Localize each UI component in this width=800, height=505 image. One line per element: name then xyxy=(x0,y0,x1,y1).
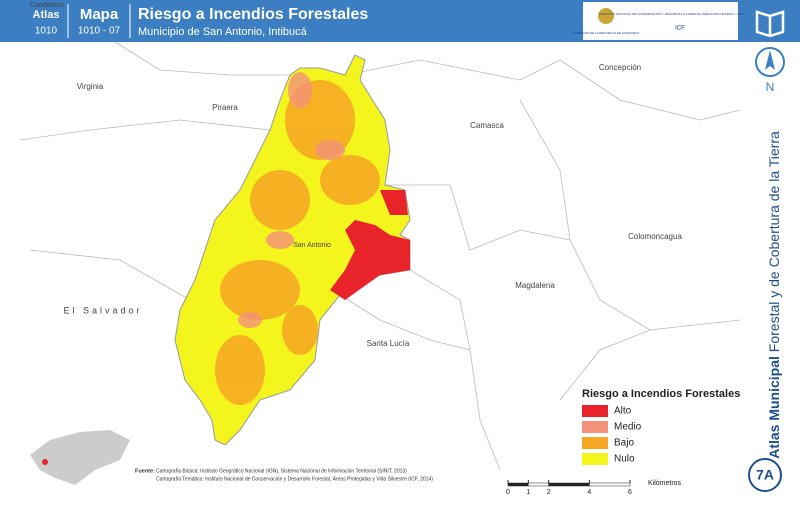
scale-segment xyxy=(507,482,529,487)
map-label: Mapa xyxy=(80,6,119,23)
scale-segment xyxy=(528,482,549,487)
map-title: Riesgo a Incendios Forestales xyxy=(138,6,368,23)
boundaries xyxy=(19,41,741,471)
page-number: 7A xyxy=(756,467,774,483)
source-line: Cartografía Básica: Instituto Geográfico… xyxy=(156,468,407,474)
inset-location xyxy=(42,459,48,465)
risk-alto-areas xyxy=(330,190,410,300)
source-line: Cartografía Temática: Instituto Nacional… xyxy=(156,475,433,482)
place-label: Camasca xyxy=(470,121,504,130)
map-subtitle: Municipio de San Antonio, Intibucá xyxy=(138,26,308,38)
north-label: N xyxy=(766,80,775,94)
legend-label: Medio xyxy=(614,422,642,433)
atlas-label: Atlas xyxy=(33,9,60,21)
legend: Riesgo a Incendios Forestales Alto Medio B… xyxy=(582,388,740,465)
risk-medio-areas xyxy=(238,72,345,328)
place-label: Concepción xyxy=(599,63,641,72)
legend-swatch xyxy=(582,405,608,417)
place-label: Virginia xyxy=(77,82,104,91)
north-arrow xyxy=(765,50,775,70)
page-circle xyxy=(748,458,782,492)
source-label: Fuente: xyxy=(135,468,155,474)
scale-unit: Kilómetros xyxy=(648,480,682,487)
scale-bar: 0 1 2 4 6 Kilómetros xyxy=(506,480,682,496)
scale-segment xyxy=(548,482,590,487)
legend-swatch xyxy=(582,437,608,449)
place-label: Piraera xyxy=(212,103,238,112)
map-code: 1010 - 07 xyxy=(78,26,121,37)
legend-swatch xyxy=(582,421,608,433)
side-title: Atlas Municipal Forestal y de Cobertura … xyxy=(766,131,782,459)
place-label: Magdalena xyxy=(515,281,555,290)
logo-emblem xyxy=(598,8,614,24)
legend-title: Riesgo a Incendios Forestales xyxy=(582,388,740,400)
inset-map xyxy=(30,430,130,485)
place-label: San Antonio xyxy=(293,242,331,249)
legend-label: Nulo xyxy=(614,454,635,465)
logo-left: GOBIERNO DE LA REPÚBLICA DE HONDURAS xyxy=(573,30,639,35)
place-label: Colomoncagua xyxy=(628,232,682,241)
scale-label: 1 xyxy=(526,489,530,496)
place-labels: Candelaria Virginia Piraera Concepción Camas… xyxy=(30,2,682,348)
side-title-bold: Atlas Municipal xyxy=(766,356,782,459)
side-title-rest: Forestal y de Cobertura de la Tierra xyxy=(766,131,782,352)
legend-label: Bajo xyxy=(614,438,634,449)
legend-swatch xyxy=(582,453,608,465)
place-label: Candelaria xyxy=(30,2,64,9)
book-icon xyxy=(755,10,785,38)
legend-label: Alto xyxy=(614,406,632,417)
scale-label: 4 xyxy=(587,489,591,496)
place-label: Santa Lucía xyxy=(367,339,410,348)
risk-bajo-areas xyxy=(215,80,380,405)
scale-label: 2 xyxy=(547,489,551,496)
north-circle xyxy=(755,47,785,77)
logo-acronym: ICF xyxy=(675,26,685,32)
scale-label: 0 xyxy=(506,489,510,496)
logo-right: INSTITUTO NACIONAL DE CONSERVACIÓN Y DES… xyxy=(599,11,760,16)
scale-segment xyxy=(589,482,631,487)
scale-label: 6 xyxy=(628,489,632,496)
atlas-code: 1010 xyxy=(35,26,58,37)
place-label: El Salvador xyxy=(63,305,142,315)
